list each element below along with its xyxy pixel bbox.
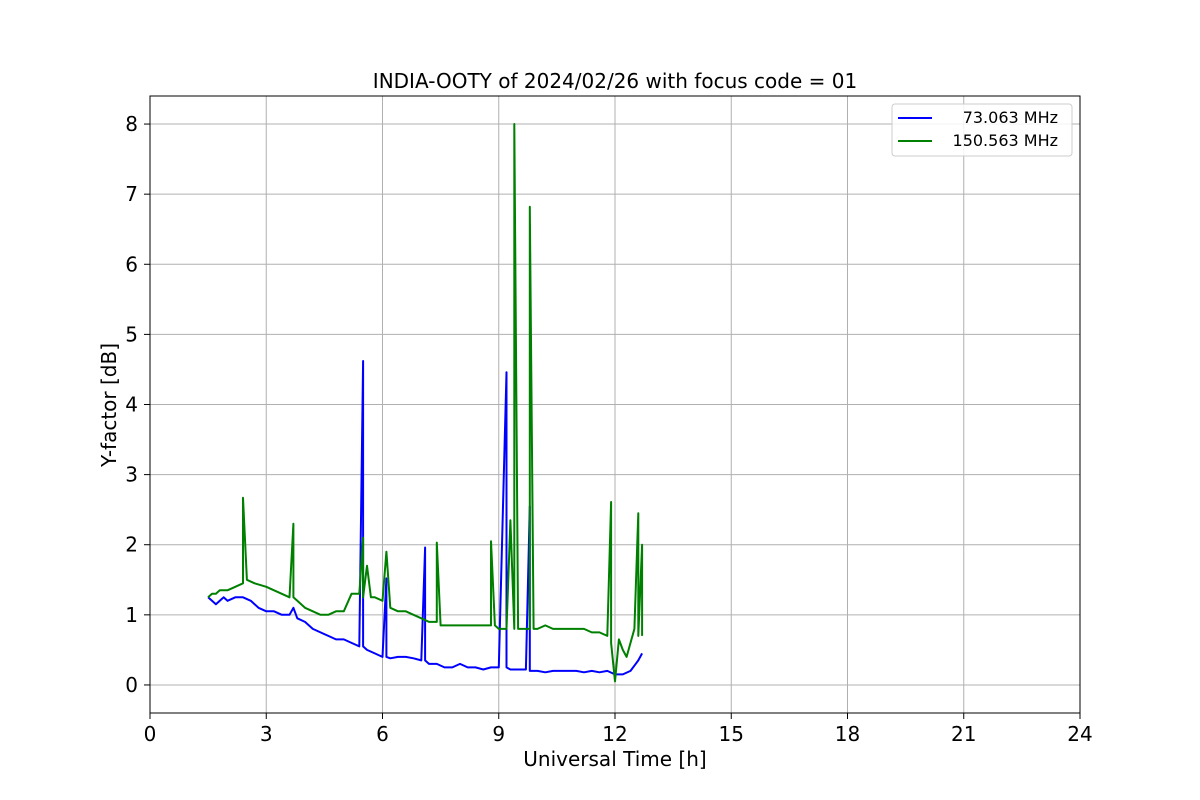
series-line-2 <box>207 123 644 683</box>
y-tick-label: 4 <box>125 393 138 417</box>
y-axis-label: Y-factor [dB] <box>97 343 121 468</box>
y-tick-label: 1 <box>125 603 138 627</box>
legend-entry-2: 150.563 MHz <box>953 131 1058 150</box>
x-tick-label: 24 <box>1067 722 1092 746</box>
chart-title: INDIA-OOTY of 2024/02/26 with focus code… <box>373 69 857 93</box>
legend-entry-1: 73.063 MHz <box>963 108 1058 127</box>
y-tick-label: 5 <box>125 322 138 346</box>
y-tick-label: 6 <box>125 252 138 276</box>
x-tick-label: 6 <box>376 722 389 746</box>
y-tick-label: 8 <box>125 112 138 136</box>
y-tick-label: 3 <box>125 463 138 487</box>
series-line-1 <box>207 360 643 676</box>
x-tick-label: 12 <box>602 722 627 746</box>
x-tick-label: 15 <box>719 722 744 746</box>
y-tick-label: 0 <box>125 673 138 697</box>
y-tick-label: 7 <box>125 182 138 206</box>
x-tick-label: 21 <box>951 722 976 746</box>
x-tick-label: 18 <box>835 722 860 746</box>
x-tick-label: 9 <box>492 722 505 746</box>
x-tick-label: 0 <box>144 722 157 746</box>
plot-area <box>207 123 644 683</box>
legend: 73.063 MHz 150.563 MHz <box>891 103 1073 157</box>
y-tick-label: 2 <box>125 533 138 557</box>
legend-box <box>891 103 1073 157</box>
x-tick-label: 3 <box>260 722 273 746</box>
x-axis-label: Universal Time [h] <box>523 747 706 771</box>
